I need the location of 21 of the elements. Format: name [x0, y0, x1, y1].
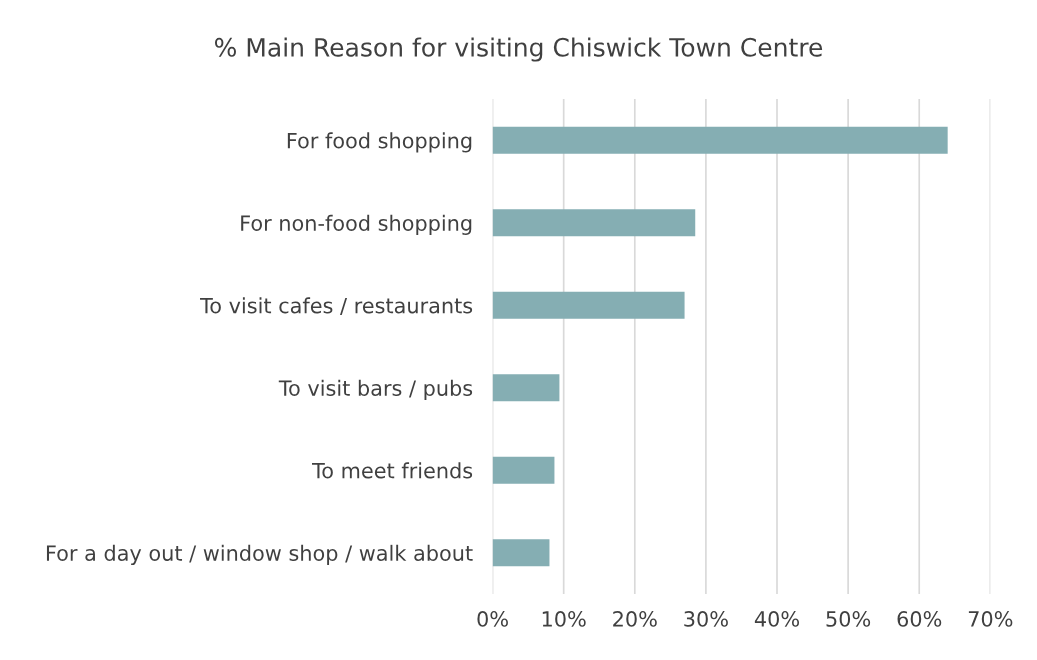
- x-tick-label: 60%: [897, 611, 942, 627]
- y-tick-label: To visit cafes / restaurants: [200, 297, 473, 316]
- y-tick-label: For a day out / window shop / walk about: [46, 544, 473, 565]
- x-tick-label: 20%: [613, 611, 657, 627]
- bar: [492, 456, 555, 484]
- x-tick-label: 10%: [542, 611, 586, 627]
- bar: [492, 126, 948, 154]
- bar: [492, 291, 685, 319]
- x-tick-label: 30%: [684, 611, 728, 627]
- bar: [492, 209, 696, 237]
- y-tick-label: To visit bars / pubs: [278, 379, 473, 400]
- y-tick-label: To meet friends: [312, 462, 473, 479]
- y-tick-label: For non-food shopping: [241, 214, 472, 235]
- x-tick-label: 70%: [968, 611, 1013, 627]
- bar: [492, 374, 560, 402]
- x-tick-label: 40%: [754, 611, 800, 627]
- x-tick-label: 0%: [477, 611, 508, 627]
- bar: [492, 539, 550, 567]
- y-tick-label: For food shopping: [287, 132, 472, 153]
- chart-title: % Main Reason for visiting Chiswick Town Centre: [214, 37, 823, 62]
- x-tick-label: 50%: [826, 611, 871, 627]
